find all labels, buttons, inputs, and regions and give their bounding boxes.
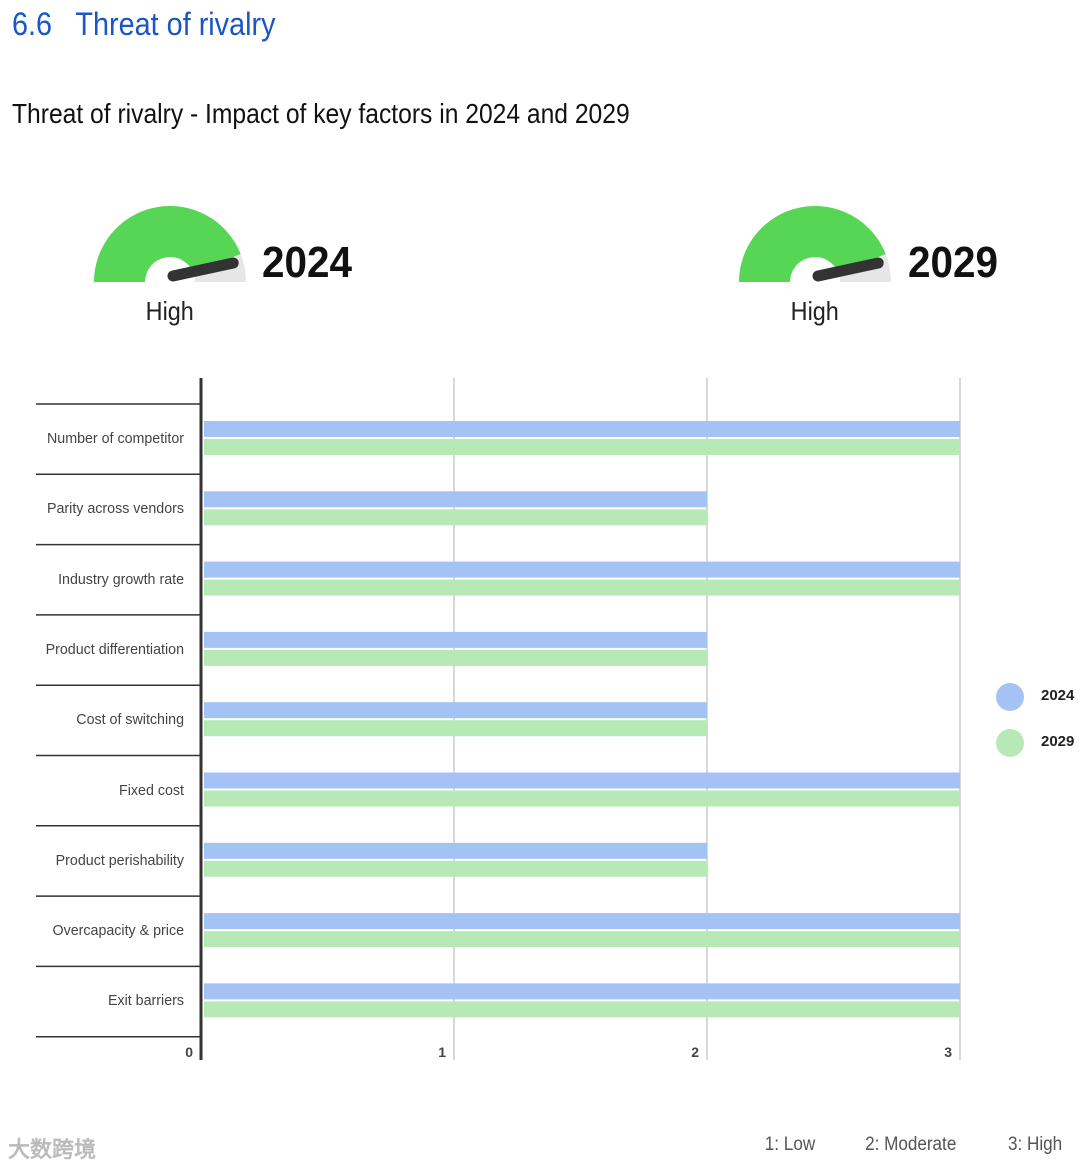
category-text: Cost of switching <box>76 711 184 729</box>
bar-2029 <box>204 720 707 737</box>
x-tick-label: 0 <box>185 1044 193 1060</box>
category-text: Overcapacity & price <box>52 922 184 940</box>
y-category-label: Fixed cost <box>42 781 184 799</box>
category-text: Exit barriers <box>107 992 184 1010</box>
y-category-label: Product perishability <box>42 851 184 869</box>
bar-2024 <box>204 913 960 930</box>
chart-title: Threat of rivalry - Impact of key factor… <box>12 98 630 129</box>
category-text: Product differentiation <box>45 640 184 658</box>
section-title: 6.6 Threat of rivalry <box>12 6 299 43</box>
gauge-needle-2024 <box>167 257 239 282</box>
bar-2024 <box>204 421 960 437</box>
bar-2024 <box>204 842 707 859</box>
bar-2024 <box>204 983 960 1000</box>
y-category-label: Product differentiation <box>42 640 184 658</box>
section-number: 6.6 <box>12 6 53 42</box>
category-text: Fixed cost <box>119 781 184 799</box>
bar-2029 <box>204 790 960 807</box>
category-text: Number of competitor <box>46 430 184 447</box>
y-category-label: Overcapacity & price <box>42 922 184 940</box>
category-text: Parity across vendors <box>46 500 184 518</box>
category-text: Product perishability <box>55 851 184 869</box>
gauge-needle-2029 <box>812 257 884 282</box>
category-text: Industry growth rate <box>58 570 184 588</box>
scale-note-moderate: 2: Moderate <box>865 1134 957 1155</box>
bar-2024 <box>204 772 960 789</box>
gauge-level-2029: High <box>790 296 839 326</box>
y-category-label: Cost of switching <box>42 711 184 729</box>
bar-2024 <box>204 702 707 719</box>
legend-swatch-2024 <box>996 683 1024 711</box>
bar-2029 <box>204 579 960 596</box>
y-category-label: Parity across vendors <box>42 500 184 518</box>
gauge-year-2029: 2029 <box>908 238 999 287</box>
legend-label-2029: 2029 <box>1041 733 1075 750</box>
gauge-fill-2024 <box>94 205 241 282</box>
x-tick-label: 2 <box>691 1044 699 1060</box>
bar-2029 <box>204 649 707 666</box>
bar-2029 <box>204 860 707 877</box>
bar-2024 <box>204 491 707 508</box>
y-category-label: Industry growth rate <box>42 571 185 588</box>
gauge-level-2024: High <box>145 296 194 326</box>
gauge-year-2024: 2024 <box>262 238 353 287</box>
scale-note-high: 3: High <box>1008 1134 1063 1155</box>
gauge-fill-2029 <box>739 206 886 282</box>
y-category-label: Exit barriers <box>42 992 184 1010</box>
x-tick-label: 3 <box>944 1044 952 1060</box>
bar-2029 <box>204 931 960 948</box>
y-category-label: Number of competitor <box>42 430 184 447</box>
legend-label-2024: 2024 <box>1041 687 1075 704</box>
bar-2029 <box>204 509 707 526</box>
section-title-text: Threat of rivalry <box>75 6 276 42</box>
watermark: 大数跨境 <box>8 1137 97 1162</box>
legend-swatch-2029 <box>996 729 1024 757</box>
bar-2024 <box>204 561 960 578</box>
bar-2024 <box>204 631 707 648</box>
bar-2029 <box>204 1001 960 1018</box>
scale-note-low: 1: Low <box>764 1134 816 1155</box>
bar-2029 <box>204 439 960 455</box>
x-tick-label: 1 <box>438 1044 446 1060</box>
